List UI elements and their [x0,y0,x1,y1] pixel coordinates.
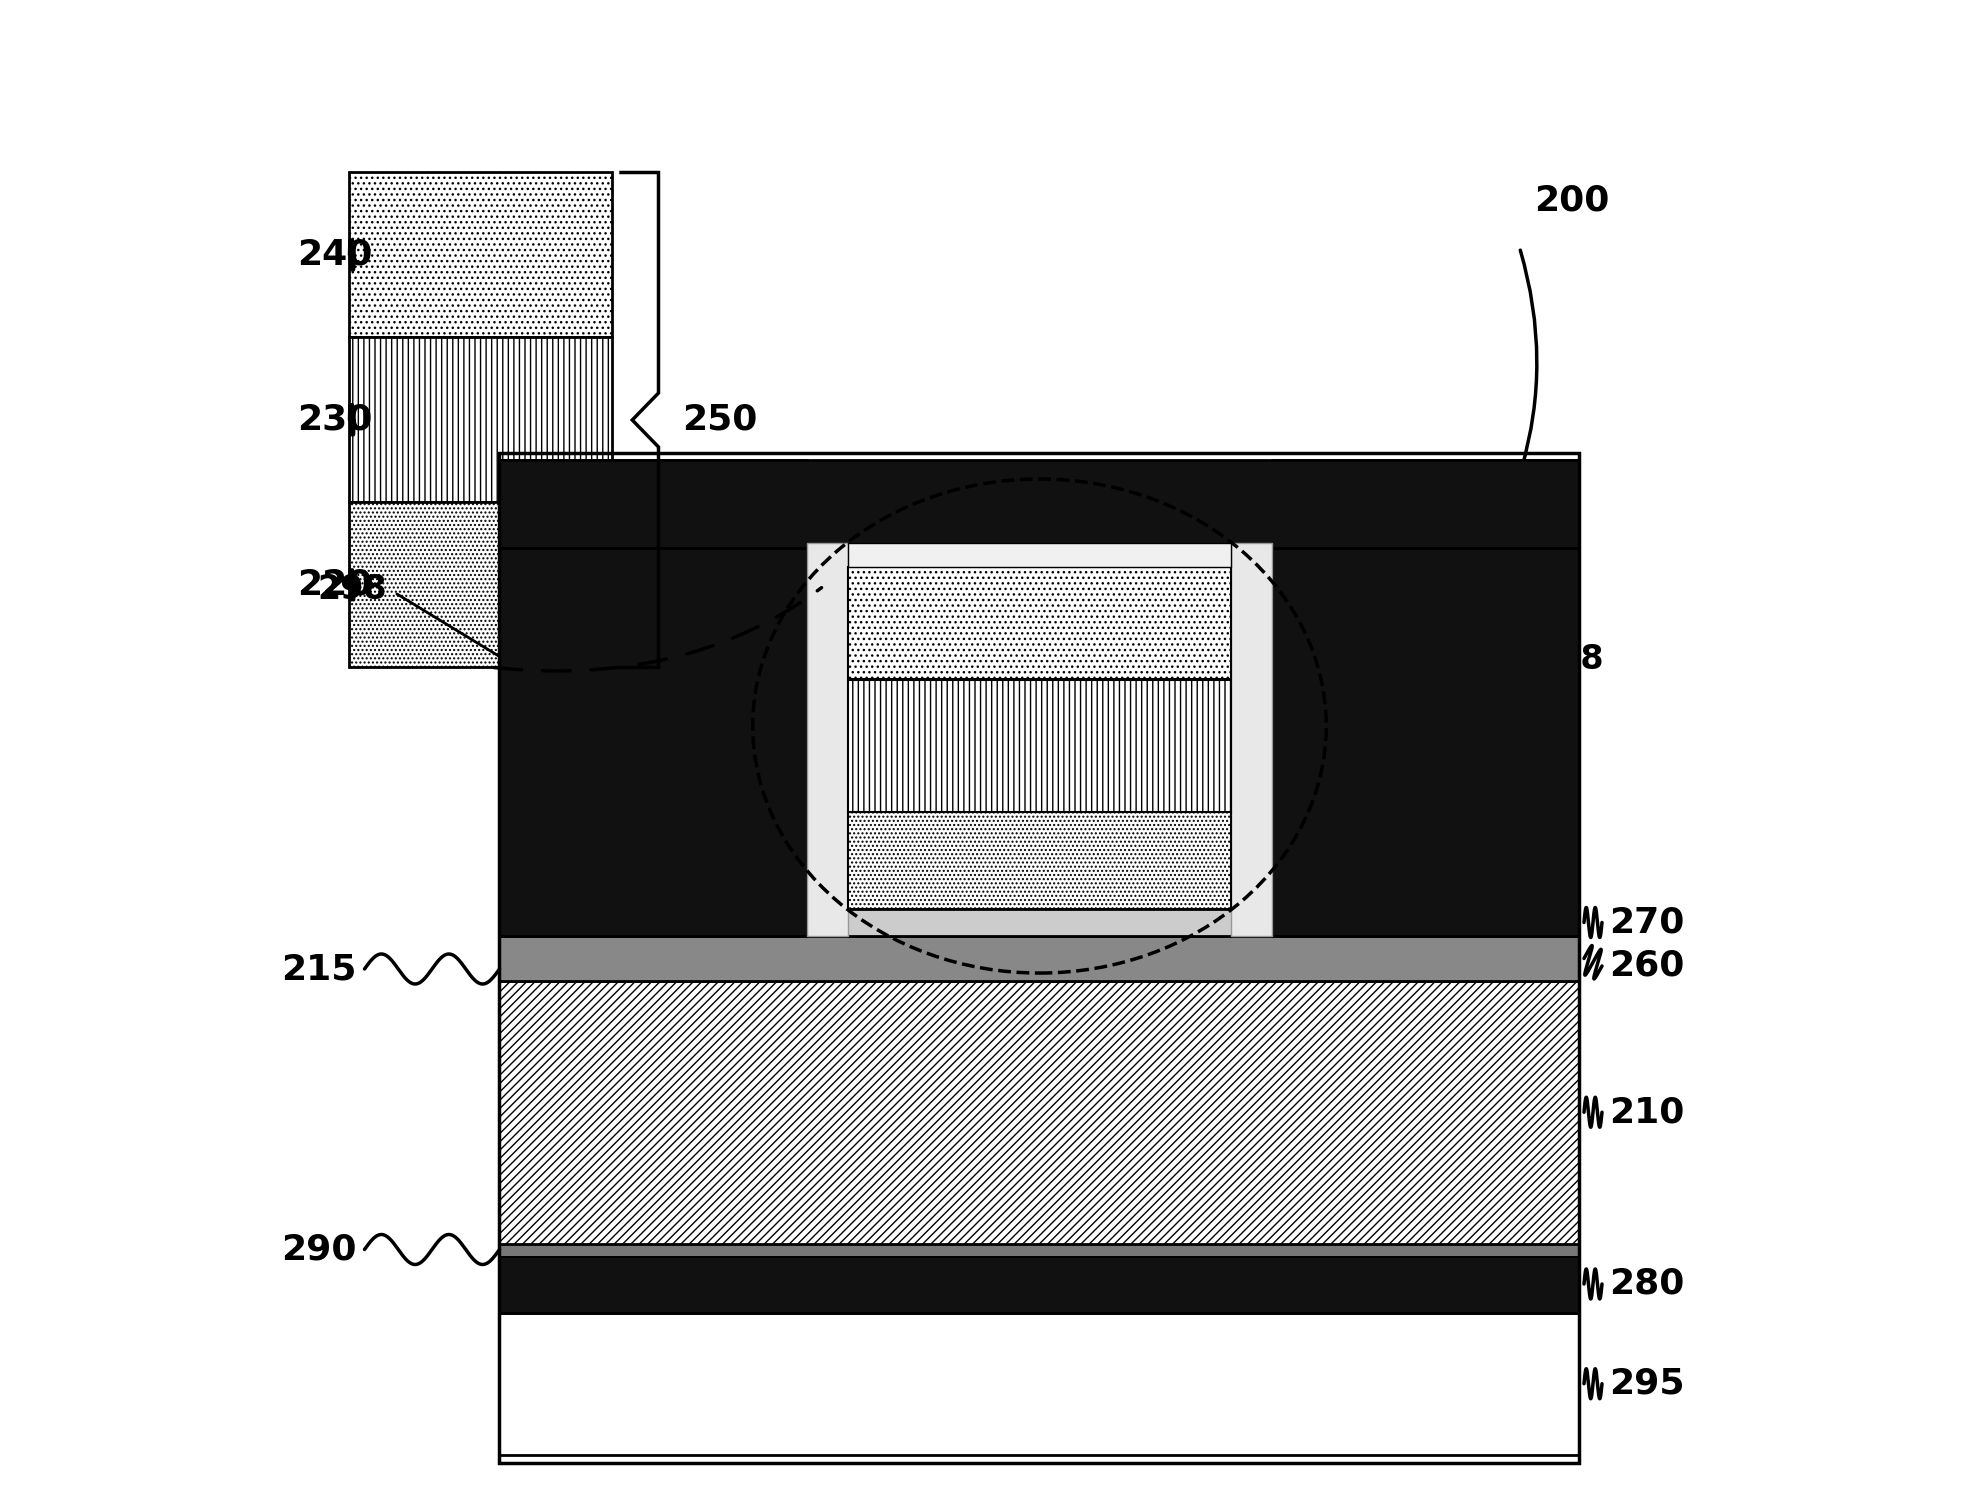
Text: 220: 220 [296,568,373,602]
Bar [349,503,612,668]
Text: 298: 298 [318,573,387,606]
Bar [499,981,1578,1244]
Text: 260: 260 [1608,950,1685,982]
Bar [499,1312,1578,1455]
Bar [499,909,1578,936]
Bar [848,567,1229,680]
Bar [499,936,1578,981]
Bar [499,453,1578,1462]
Bar [848,543,1229,567]
Text: 290: 290 [282,1233,357,1266]
Text: 215: 215 [282,952,357,986]
Text: 210: 210 [1608,1095,1685,1130]
Text: 240: 240 [296,238,373,272]
Bar [499,1256,1578,1312]
Bar [848,680,1229,812]
Bar [499,1244,1578,1256]
Text: 298: 298 [1533,644,1604,676]
Text: 250: 250 [683,404,758,436]
Bar [499,460,1578,548]
Bar [499,460,807,936]
Bar [349,172,612,338]
Bar [1229,543,1271,936]
Bar [807,543,848,936]
Text: 280: 280 [1608,1268,1685,1300]
Text: 230: 230 [296,404,373,436]
Text: 270: 270 [1608,906,1685,939]
Text: 295: 295 [1608,1366,1685,1401]
Bar [349,338,612,502]
Text: 200: 200 [1533,183,1610,218]
Bar [1271,460,1578,936]
Bar [848,812,1229,909]
